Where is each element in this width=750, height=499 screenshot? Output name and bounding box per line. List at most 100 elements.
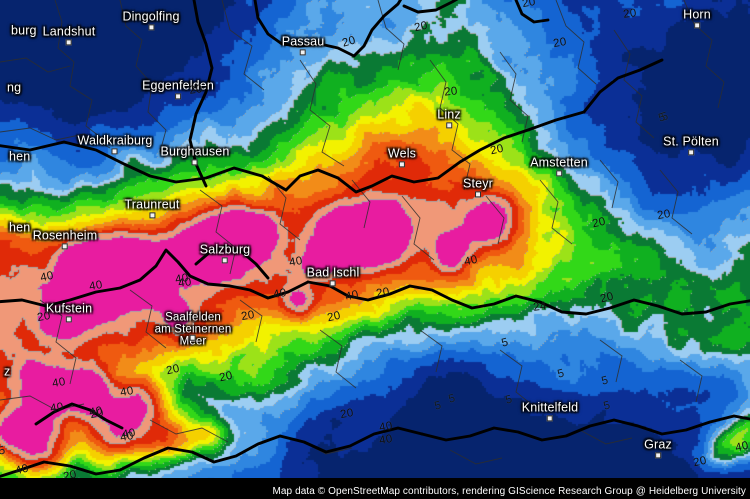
city-marker-icon (191, 159, 198, 166)
city-label-traunreut[interactable]: Traunreut (124, 197, 180, 219)
city-marker-icon (190, 334, 196, 341)
city-label-clipped[interactable]: burg (11, 23, 37, 38)
city-label-text: Bad Ischl (306, 265, 360, 280)
contour-value-label: 20 (240, 308, 256, 324)
contour-value-label: 40 (734, 439, 750, 455)
city-marker-icon (300, 49, 306, 56)
city-label-eggenfelden[interactable]: Eggenfelden (142, 78, 214, 100)
city-label-text: Kufstein (45, 301, 93, 316)
city-label-text-line: am Steinernen (154, 323, 232, 336)
contour-value-label: 20 (591, 215, 607, 231)
city-marker-icon (174, 93, 181, 100)
contour-value-label: 20 (656, 207, 672, 223)
contour-value-label: 20 (552, 35, 568, 51)
city-label-clipped[interactable]: hen (9, 220, 31, 235)
city-label-landshut[interactable]: Landshut (43, 25, 96, 46)
city-label-text: z (4, 364, 11, 379)
contour-value-label: 20 (188, 83, 204, 97)
city-label-clipped[interactable]: ng (7, 80, 22, 95)
city-marker-icon (65, 39, 72, 46)
city-label-text-line: Meer (179, 336, 207, 349)
map-bottom-band (0, 478, 750, 484)
attribution-bar: Map data © OpenStreetMap contributors, r… (0, 484, 750, 499)
city-label-text: hen (9, 149, 31, 164)
city-label-text: ng (7, 80, 22, 95)
city-label-text: Wels (387, 146, 417, 161)
city-label-bad-ischl[interactable]: Bad Ischl (306, 265, 360, 287)
contour-value-label: 24 (532, 300, 548, 314)
city-label-salzburg[interactable]: Salzburg (199, 242, 251, 264)
contour-value-label: 5 (433, 399, 443, 413)
city-label-text-line: Saalfelden (165, 311, 221, 324)
city-label-burghausen[interactable]: Burghausen (160, 144, 230, 166)
contour-value-label: 40 (177, 276, 193, 290)
city-marker-icon (693, 22, 700, 29)
contour-value-label: 20 (521, 0, 537, 11)
contour-value-label: 40 (463, 253, 479, 269)
city-label-clipped[interactable]: hen (9, 149, 31, 164)
contour-value-label: 40 (14, 462, 30, 478)
city-label-saalfelden[interactable]: Saalfelden am Steinernen Meer (155, 312, 232, 349)
contour-value-label: 5 (447, 392, 457, 406)
contour-value-label: 5 (602, 399, 612, 413)
city-label-horn[interactable]: Horn (683, 7, 711, 29)
city-label-knittelfeld[interactable]: Knittelfeld (521, 400, 579, 422)
city-label-waldkraiburg[interactable]: Waldkraiburg (78, 134, 153, 155)
contour-value-label: 40 (378, 432, 394, 448)
city-label-graz[interactable]: Graz (644, 438, 672, 459)
contour-value-label: 40 (272, 286, 288, 302)
city-marker-icon (111, 148, 118, 155)
city-marker-icon (655, 452, 661, 459)
city-label-text: Linz (437, 107, 461, 122)
city-marker-icon (546, 415, 553, 422)
city-marker-icon (556, 170, 562, 177)
contour-value-label: 20 (692, 454, 708, 470)
contour-value-label: 5 (500, 336, 510, 350)
city-marker-icon (399, 161, 405, 168)
minor-borders (0, 0, 725, 465)
city-label-text: Knittelfeld (521, 400, 579, 415)
city-label-text: Traunreut (124, 197, 180, 212)
city-marker-icon (446, 122, 452, 129)
city-label-text: hen (9, 220, 31, 235)
city-label-steyr[interactable]: Steyr (463, 177, 493, 198)
city-marker-icon (66, 316, 72, 323)
city-label-text: Horn (683, 7, 711, 22)
contour-value-label: 20 (375, 285, 391, 301)
contour-value-label: 20 (413, 19, 429, 35)
city-label-amstetten[interactable]: Amstetten (530, 156, 588, 177)
contour-value-label: 20 (89, 406, 105, 422)
city-label-text: Burghausen (160, 144, 230, 159)
city-label-text: Salzburg (199, 242, 251, 257)
city-marker-icon (687, 149, 694, 156)
contour-value-label: 20 (599, 290, 615, 306)
contour-value-label: 5 (0, 444, 7, 458)
contour-value-label: 20 (622, 7, 638, 21)
city-label-text: Eggenfelden (142, 78, 214, 93)
contour-value-label: 40 (344, 288, 360, 304)
contour-value-label: 20 (489, 142, 505, 158)
city-label-wels[interactable]: Wels (387, 146, 417, 168)
city-label-kufstein[interactable]: Kufstein (45, 301, 93, 323)
city-label-text: burg (11, 23, 37, 38)
city-label-passau[interactable]: Passau (281, 34, 325, 56)
national-borders (0, 0, 750, 478)
city-label-linz[interactable]: Linz (437, 107, 461, 129)
city-marker-icon (330, 280, 336, 287)
city-label-dingolfing[interactable]: Dingolfing (122, 10, 179, 31)
city-marker-icon (221, 257, 228, 264)
city-label-text: Rosenheim (32, 228, 98, 243)
city-label-clipped[interactable]: z (4, 364, 11, 379)
city-marker-icon (149, 212, 155, 219)
city-label-text: Passau (281, 34, 325, 49)
contour-value-label: 20 (218, 369, 234, 385)
city-label-rosenheim[interactable]: Rosenheim (32, 228, 98, 250)
contour-value-label: 5 (504, 393, 514, 407)
contour-value-label: 40 (288, 254, 304, 270)
city-label-st-p-lten[interactable]: St. Pölten (663, 135, 719, 156)
